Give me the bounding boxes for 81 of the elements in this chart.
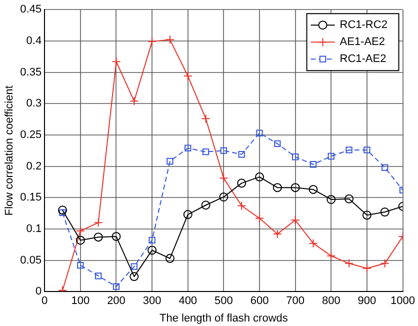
point (344, 258, 354, 268)
point (59, 209, 66, 216)
point (130, 272, 139, 282)
y-tick-label: 0.3 (26, 98, 42, 110)
point (238, 151, 245, 158)
point (112, 232, 121, 241)
point (328, 152, 334, 160)
point (201, 114, 210, 124)
point (255, 214, 264, 223)
point (362, 210, 372, 220)
point (219, 192, 228, 202)
point (308, 184, 318, 194)
y-tick-label: 0.15 (20, 192, 42, 204)
legend-label: RC1-RC2 (340, 19, 388, 32)
x-tick-label: 900 (358, 295, 376, 308)
point (380, 258, 390, 268)
y-tick-label: 0.4 (26, 34, 42, 47)
point (148, 246, 157, 255)
point (292, 154, 299, 160)
y-tick-label: 0.25 (20, 128, 42, 141)
point (183, 210, 192, 220)
point (130, 96, 139, 106)
x-tick-label: 600 (250, 295, 269, 308)
point (308, 238, 318, 248)
point (165, 254, 174, 263)
point (76, 226, 85, 236)
y-tick-label: 0.05 (20, 254, 42, 266)
y-axis-title: Flow correlation coefficient (4, 86, 16, 216)
x-tick-label: 1000 (390, 295, 416, 308)
point (112, 283, 120, 290)
point (201, 200, 210, 210)
x-tick-label: 300 (142, 295, 162, 308)
point (272, 229, 282, 238)
point (148, 236, 156, 244)
x-tick-label: 100 (71, 295, 90, 308)
point (130, 263, 138, 270)
point (166, 158, 174, 165)
x-tick-label: 700 (286, 295, 304, 308)
point (237, 178, 246, 188)
point (380, 208, 390, 217)
x-tick-label: 800 (322, 295, 340, 308)
point (77, 262, 84, 269)
point (364, 146, 370, 154)
point (76, 236, 85, 245)
point (362, 264, 372, 273)
point (165, 35, 174, 44)
point (94, 232, 103, 242)
point (326, 194, 336, 204)
point (382, 164, 388, 171)
point (184, 144, 192, 152)
point (202, 148, 210, 156)
point (95, 272, 102, 280)
y-tick-label: 0.35 (20, 66, 42, 78)
y-tick-label: 0.1 (26, 222, 42, 235)
point (310, 161, 317, 168)
point (326, 251, 336, 260)
point (344, 194, 354, 204)
y-tick-label: 0.45 (20, 4, 42, 16)
point (112, 57, 121, 66)
x-tick-label: 400 (178, 295, 198, 308)
y-tick-label: 0.2 (26, 160, 42, 172)
x-tick-label: 200 (107, 295, 126, 308)
x-tick-label: 500 (214, 295, 233, 308)
point (183, 72, 192, 81)
point (290, 216, 300, 225)
point (237, 201, 246, 210)
point (94, 218, 103, 228)
point (272, 183, 282, 192)
point (256, 130, 263, 136)
y-tick-label: 0 (35, 286, 42, 298)
point (58, 206, 68, 215)
x-axis-title: The length of flash crowds (159, 312, 288, 324)
point (220, 147, 228, 154)
point (346, 146, 352, 154)
point (219, 174, 228, 183)
point (274, 140, 281, 148)
point (290, 183, 300, 192)
legend-label: AE1-AE2 (340, 36, 386, 48)
point (148, 37, 157, 46)
point (255, 172, 264, 182)
legend-label: RC1-AE2 (340, 53, 386, 66)
